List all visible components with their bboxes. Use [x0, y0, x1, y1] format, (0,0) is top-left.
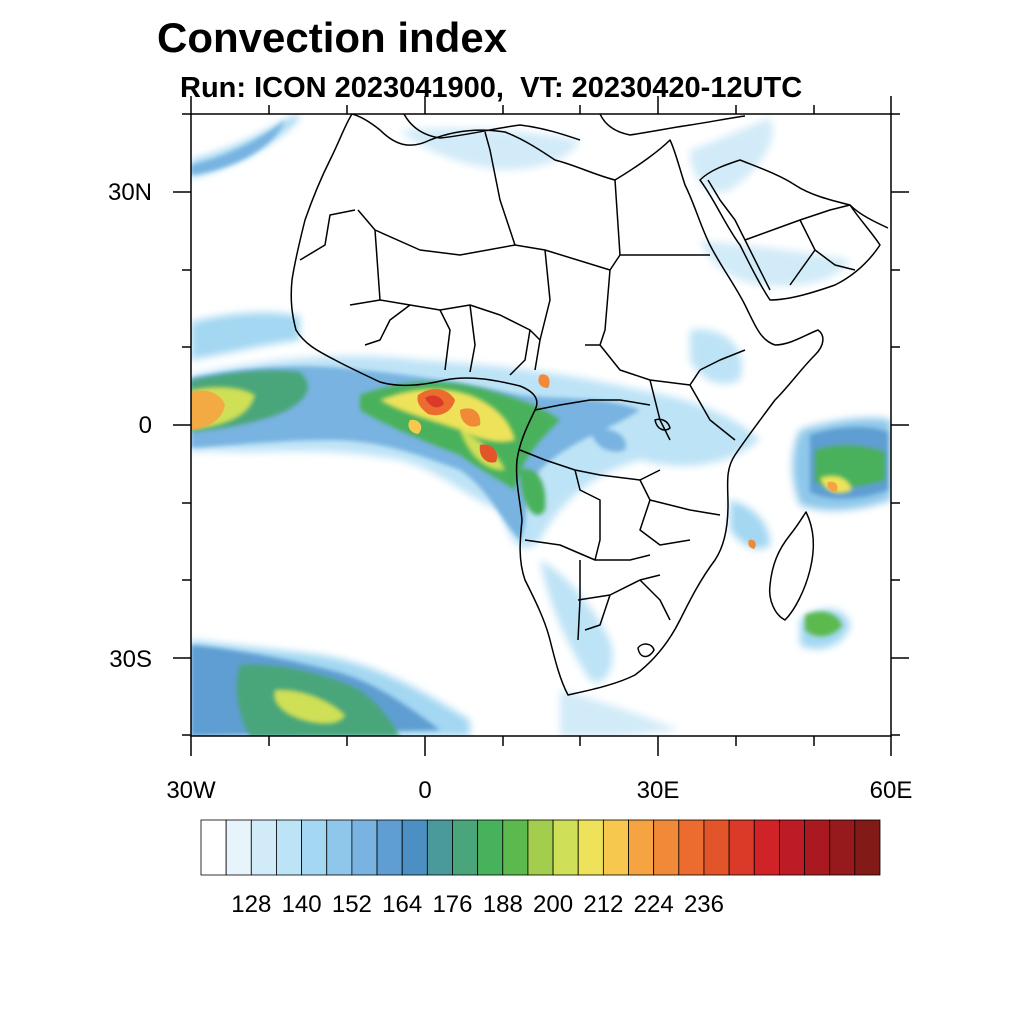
colorbar-swatch: [527, 819, 554, 876]
colorbar-tick-label: 176: [432, 891, 472, 918]
colorbar-swatch: [200, 819, 227, 876]
chart-subtitle: Run: ICON 2023041900, VT: 20230420-12UTC: [180, 72, 803, 104]
colorbar-swatch: [477, 819, 504, 876]
colorbar-tick-label: 200: [533, 891, 573, 918]
colorbar-swatch: [301, 819, 328, 876]
lat-ticks: [173, 113, 909, 736]
lon-label-30w: 30W: [166, 777, 216, 804]
colorbar-swatch: [779, 819, 805, 876]
colorbar-swatch: [250, 819, 277, 876]
colorbar-swatch: [276, 819, 302, 876]
colorbar: [200, 819, 881, 876]
colorbar-swatch: [577, 819, 604, 876]
colorbar-swatch: [678, 819, 705, 876]
colorbar-swatch: [552, 819, 579, 876]
colorbar-tick-label: 152: [332, 891, 372, 918]
lon-label-30e: 30E: [637, 777, 680, 804]
colorbar-tick-label: 212: [583, 891, 623, 918]
colorbar-tick-label: 140: [282, 891, 322, 918]
colorbar-tick-label: 236: [684, 891, 724, 918]
colorbar-swatch: [628, 819, 655, 876]
colorbar-swatch: [376, 819, 403, 876]
colorbar-swatch: [804, 819, 831, 876]
lat-label-0: 0: [139, 412, 152, 439]
lat-label-30n: 30N: [108, 179, 152, 206]
colorbar-tick-label: 188: [483, 891, 523, 918]
colorbar-swatch: [854, 819, 881, 876]
colorbar-labels: 128 140 152 164 176 188 200 212 224 236: [231, 891, 724, 918]
colorbar-swatch: [426, 819, 453, 876]
colorbar-tick-label: 164: [382, 891, 422, 918]
lon-label-0: 0: [418, 777, 431, 804]
colorbar-swatch: [452, 819, 479, 876]
colorbar-swatch: [753, 819, 780, 876]
colorbar-swatch: [829, 819, 856, 876]
field-red: [191, 374, 838, 549]
colorbar-tick-label: 224: [634, 891, 674, 918]
colorbar-swatch: [502, 819, 529, 876]
colorbar-swatch: [225, 819, 252, 876]
colorbar-swatch: [401, 819, 428, 876]
chart-title: Convection index: [157, 14, 508, 61]
lon-label-60e: 60E: [870, 777, 913, 804]
colorbar-swatch: [326, 819, 353, 876]
lat-label-30s: 30S: [109, 646, 152, 673]
colorbar-swatch: [703, 819, 730, 876]
colorbar-swatch: [351, 819, 378, 876]
lon-ticks: [190, 96, 892, 756]
colorbar-tick-label: 128: [231, 891, 271, 918]
colorbar-swatch: [602, 819, 629, 876]
colorbar-swatch: [653, 819, 680, 876]
colorbar-swatch: [728, 819, 755, 876]
coastlines: [290, 114, 889, 696]
convection-field: [191, 114, 891, 736]
